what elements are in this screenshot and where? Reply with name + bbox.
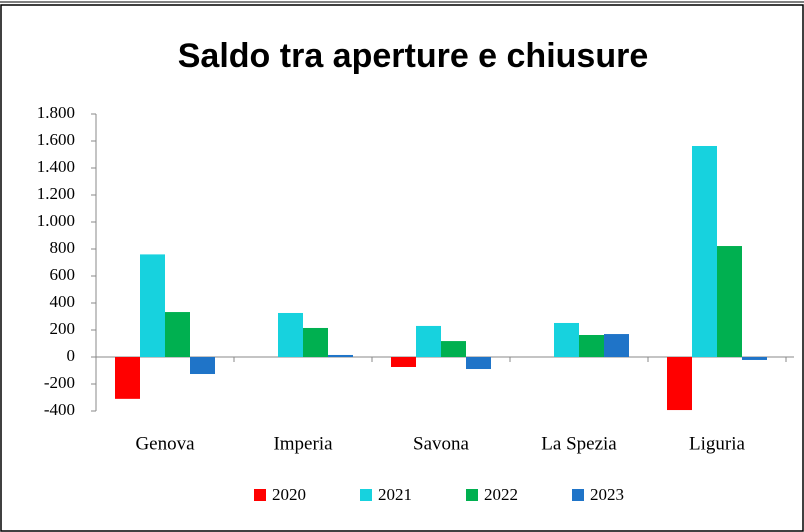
bar (466, 357, 491, 370)
bar (441, 341, 466, 357)
y-tick-label: 200 (50, 319, 76, 338)
bar (416, 325, 441, 357)
legend-swatch (360, 489, 372, 501)
x-tick-label: Genova (135, 433, 195, 454)
bar (303, 327, 328, 357)
y-tick-label: -200 (44, 373, 75, 392)
bar (667, 357, 692, 411)
bar (391, 357, 416, 367)
y-tick-label: 1.800 (37, 103, 75, 122)
bar (604, 334, 629, 357)
y-tick-label: 1.600 (37, 130, 75, 149)
legend-swatch (466, 489, 478, 501)
y-tick-label: 600 (50, 265, 76, 284)
bar (579, 334, 604, 357)
bar (328, 354, 353, 357)
chart-title: Saldo tra aperture e chiusure (178, 37, 649, 75)
y-tick-label: 400 (50, 292, 76, 311)
bar (140, 254, 165, 357)
bar (165, 312, 190, 357)
x-tick-label: Imperia (273, 433, 333, 454)
x-tick-label: Liguria (689, 433, 745, 454)
legend-label: 2023 (590, 485, 624, 504)
bar (692, 145, 717, 357)
legend-swatch (572, 489, 584, 501)
bar (717, 246, 742, 357)
bar (115, 357, 140, 399)
legend-label: 2020 (272, 485, 306, 504)
y-tick-label: 1.200 (37, 184, 75, 203)
y-tick-label: 1.000 (37, 211, 75, 230)
bar (554, 322, 579, 357)
bar (190, 357, 215, 375)
legend-label: 2022 (484, 485, 518, 504)
legend-label: 2021 (378, 485, 412, 504)
legend-swatch (254, 489, 266, 501)
x-tick-label: La Spezia (541, 433, 617, 454)
y-tick-label: 1.400 (37, 157, 75, 176)
frame (0, 4, 804, 532)
y-tick-label: 800 (50, 238, 76, 257)
y-tick-label: -400 (44, 400, 75, 419)
bar (742, 357, 767, 360)
x-tick-label: Savona (413, 433, 470, 454)
bar (278, 312, 303, 357)
y-tick-label: 0 (67, 346, 76, 365)
